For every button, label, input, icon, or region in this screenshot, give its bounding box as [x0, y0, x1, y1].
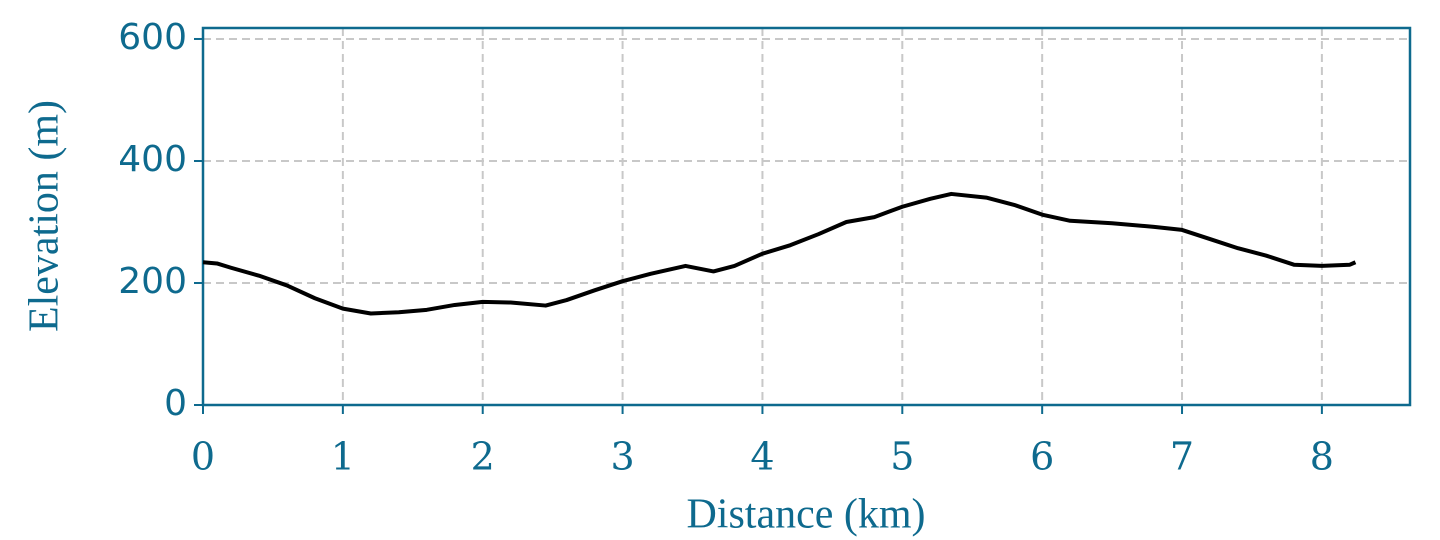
x-tick-label: 6 [1030, 435, 1054, 479]
x-axis-label: Distance (km) [686, 492, 925, 538]
x-tick-label: 7 [1170, 435, 1194, 479]
plot-frame [201, 26, 1412, 407]
y-tick-label: 0 [164, 383, 187, 424]
x-tick-label: 1 [331, 435, 355, 479]
x-tick-label: 2 [471, 435, 495, 479]
y-tick-label: 600 [118, 17, 187, 58]
x-tick-label: 0 [191, 435, 215, 479]
y-tick-label: 400 [118, 139, 187, 180]
elevation-line [202, 191, 1357, 316]
x-tick-label: 3 [610, 435, 634, 479]
x-tick-label: 4 [750, 435, 774, 479]
x-tick-label: 5 [890, 435, 914, 479]
y-axis-label: Elevation (m) [22, 100, 68, 332]
x-tick-label: 8 [1310, 435, 1334, 479]
y-tick-label: 200 [118, 261, 187, 302]
